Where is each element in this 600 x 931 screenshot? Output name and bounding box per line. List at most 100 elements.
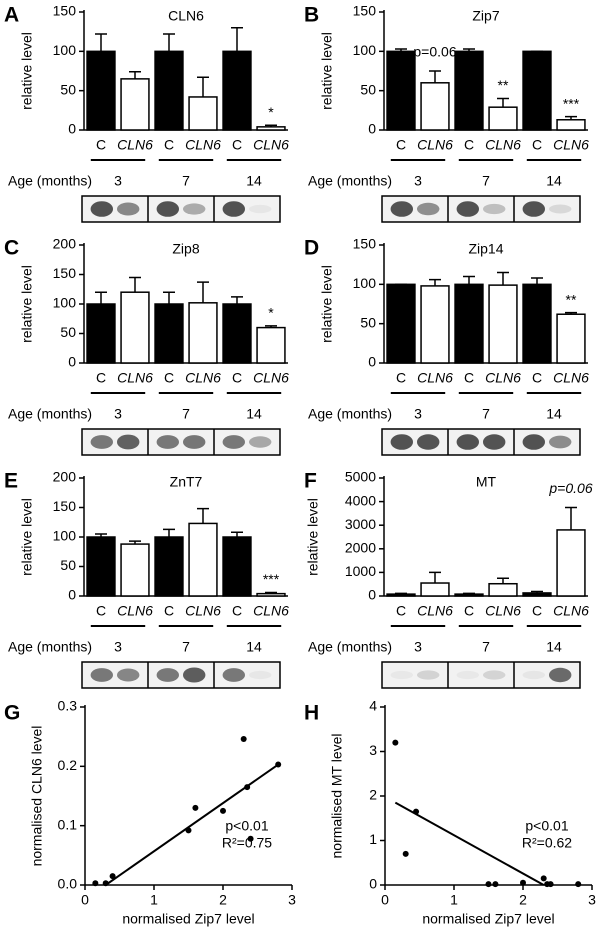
bar: [556, 119, 586, 131]
blot-band: [482, 203, 506, 215]
blot-image: [81, 428, 281, 456]
blot-band: [156, 201, 180, 217]
data-point: [185, 827, 192, 834]
stat-annotation: R²=0.62: [522, 835, 572, 851]
annotation: **: [498, 77, 509, 93]
bar: [556, 313, 586, 364]
bar: [488, 582, 518, 597]
x-tick-label: C: [532, 137, 542, 153]
error-bar: [95, 533, 107, 537]
x-axis-label: normalised Zip7 level: [122, 911, 254, 927]
y-axis-label: relative level: [19, 32, 35, 110]
x-tick-label: 3: [288, 892, 296, 908]
data-point: [240, 736, 247, 743]
x-tick-label: 0: [381, 892, 389, 908]
annotation: **: [566, 291, 577, 307]
group-label: 7: [482, 173, 490, 189]
y-tick-label: 0: [369, 876, 377, 892]
group-title: Age (months): [308, 639, 392, 655]
y-tick-label: 4: [369, 698, 377, 714]
x-tick-label: CLN6: [185, 603, 221, 619]
y-tick-label: 150: [353, 236, 377, 252]
y-tick-label: 150: [53, 3, 77, 19]
error-bar: [429, 278, 441, 286]
data-point: [540, 875, 547, 882]
bar: [386, 593, 416, 597]
bar: [454, 50, 484, 131]
x-tick-label: C: [396, 370, 406, 386]
x-tick-label: CLN6: [185, 137, 221, 153]
x-tick-label: C: [396, 137, 406, 153]
chart-title: Zip7: [472, 8, 499, 24]
y-tick-label: 150: [53, 498, 77, 514]
blot-image: [381, 195, 581, 223]
error-bar: [231, 26, 243, 52]
error-bar: [163, 291, 175, 304]
blot-image: [81, 661, 281, 689]
annotation: ***: [563, 95, 580, 111]
y-axis-label: relative level: [19, 265, 35, 343]
error-bar: [265, 124, 277, 127]
blot-band: [416, 670, 440, 680]
blot-band: [182, 667, 206, 683]
group-label: 3: [114, 406, 122, 422]
y-tick-label: 100: [53, 528, 77, 544]
blot-band: [90, 435, 114, 449]
y-tick-label: 0: [68, 121, 76, 137]
bar: [222, 303, 252, 364]
chart-title: Zip14: [468, 241, 503, 257]
bar: [120, 543, 150, 597]
error-bar: [197, 281, 209, 303]
x-tick-label: CLN6: [117, 603, 153, 619]
data-point: [492, 881, 499, 888]
blot-band: [548, 435, 572, 449]
data-point: [102, 880, 109, 887]
bar: [188, 96, 218, 131]
group-label: 7: [482, 406, 490, 422]
data-point: [92, 880, 99, 887]
error-bar: [497, 577, 509, 584]
y-tick-label: 0.0: [58, 876, 78, 892]
panel-letter: A: [4, 4, 19, 27]
x-tick-label: CLN6: [553, 603, 589, 619]
y-tick-label: 0: [368, 587, 376, 603]
data-point: [402, 850, 409, 857]
blot-band: [116, 202, 140, 216]
blot-band: [456, 434, 480, 450]
blot-band: [248, 436, 272, 448]
chart-title: Zip8: [172, 241, 199, 257]
bar: [454, 283, 484, 364]
data-point: [413, 808, 420, 815]
error-bar: [129, 276, 141, 293]
bar: [256, 592, 286, 597]
error-bar: [429, 571, 441, 584]
bar: [454, 593, 484, 597]
fit-line: [105, 763, 279, 886]
group-title: Age (months): [8, 173, 92, 189]
y-axis-label: relative level: [19, 498, 35, 576]
y-tick-label: 150: [353, 3, 377, 19]
error-bar: [163, 33, 175, 52]
panel-letter: D: [304, 237, 319, 260]
bar: [420, 582, 450, 597]
group-label: 3: [114, 173, 122, 189]
x-tick-label: CLN6: [253, 137, 289, 153]
panel-letter: B: [304, 4, 319, 27]
data-point: [575, 881, 582, 888]
x-tick-label: C: [96, 137, 106, 153]
y-axis-label: relative level: [305, 498, 321, 576]
x-tick-label: 3: [588, 892, 596, 908]
bar: [256, 326, 286, 364]
x-tick-label: C: [532, 370, 542, 386]
x-tick-label: C: [164, 603, 174, 619]
annotation: *: [268, 104, 274, 120]
error-bar: [565, 506, 577, 530]
x-tick-label: C: [164, 137, 174, 153]
x-tick-label: 2: [219, 892, 227, 908]
data-point: [520, 879, 526, 886]
group-label: 7: [482, 639, 490, 655]
y-tick-label: 50: [360, 314, 376, 330]
x-tick-label: C: [96, 603, 106, 619]
group-label: 14: [246, 639, 262, 655]
